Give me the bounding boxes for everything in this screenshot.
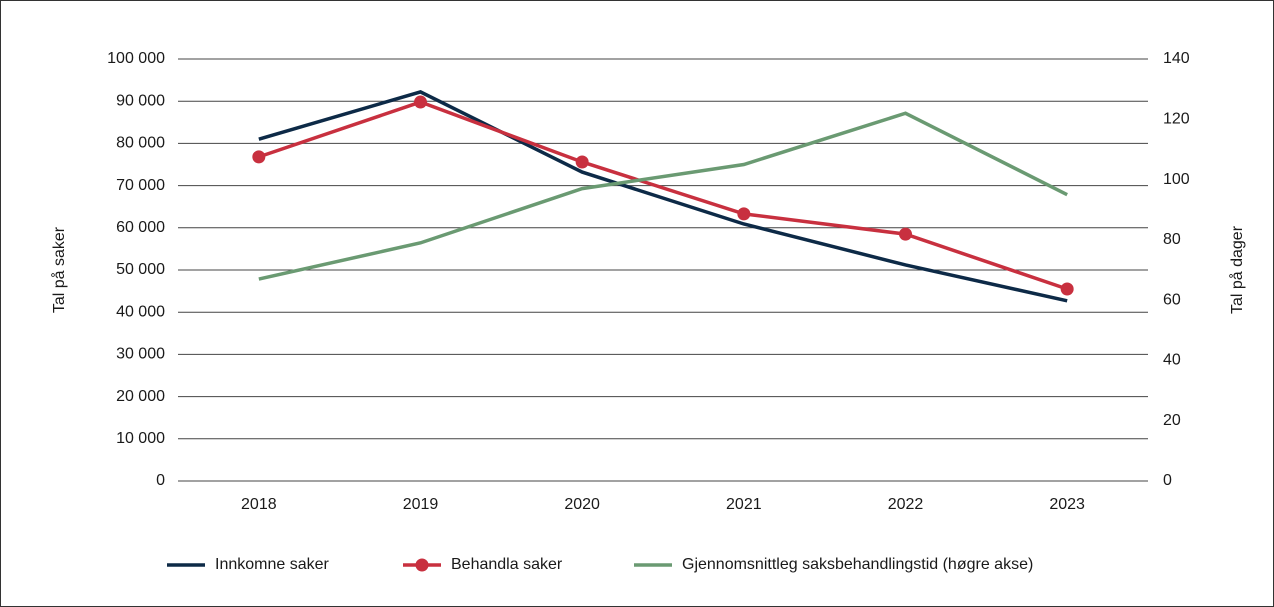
y-tick-label: 30 000 bbox=[116, 346, 165, 363]
y-tick-label: 20 000 bbox=[116, 388, 165, 405]
y-tick-label: 90 000 bbox=[116, 92, 165, 109]
y-axis-label: Tal på saker bbox=[50, 226, 68, 313]
legend-label: Innkomne saker bbox=[215, 556, 330, 573]
y-tick-label: 10 000 bbox=[116, 430, 165, 447]
series-marker bbox=[414, 95, 427, 109]
series-marker bbox=[252, 150, 266, 164]
x-tick-label: 2018 bbox=[241, 496, 277, 513]
legend-marker bbox=[415, 558, 429, 572]
series-marker bbox=[899, 227, 912, 241]
x-tick-label: 2022 bbox=[888, 496, 924, 513]
x-tick-label: 2023 bbox=[1049, 496, 1085, 513]
y-tick-label: 40 000 bbox=[116, 303, 165, 320]
x-tick-label: 2019 bbox=[403, 496, 439, 513]
y2-tick-label: 140 bbox=[1163, 50, 1190, 67]
y2-tick-label: 0 bbox=[1163, 472, 1172, 489]
y2-tick-label: 40 bbox=[1163, 352, 1181, 369]
y2-tick-label: 100 bbox=[1163, 171, 1190, 188]
y2-tick-label: 60 bbox=[1163, 291, 1181, 308]
x-tick-label: 2021 bbox=[726, 496, 762, 513]
y2-tick-label: 80 bbox=[1163, 231, 1181, 248]
series-line bbox=[258, 111, 1068, 281]
series-marker bbox=[575, 155, 589, 169]
y-tick-label: 70 000 bbox=[116, 177, 165, 194]
x-tick-label: 2020 bbox=[564, 496, 600, 513]
y-tick-label: 80 000 bbox=[116, 135, 165, 152]
legend-label: Gjennomsnittleg saksbehandlingstid (høgr… bbox=[682, 556, 1033, 573]
series-line bbox=[258, 90, 1068, 303]
series-line bbox=[258, 100, 1068, 291]
legend-label: Behandla saker bbox=[451, 556, 563, 573]
series-marker bbox=[1060, 282, 1074, 296]
series-marker bbox=[737, 207, 751, 221]
y-tick-label: 60 000 bbox=[116, 219, 165, 236]
y-tick-label: 100 000 bbox=[107, 50, 165, 67]
y2-tick-label: 120 bbox=[1163, 111, 1190, 128]
y-tick-label: 50 000 bbox=[116, 261, 165, 278]
y2-axis-label: Tal på dager bbox=[1228, 225, 1246, 314]
y2-tick-label: 20 bbox=[1163, 412, 1181, 429]
y-tick-label: 0 bbox=[156, 472, 165, 489]
